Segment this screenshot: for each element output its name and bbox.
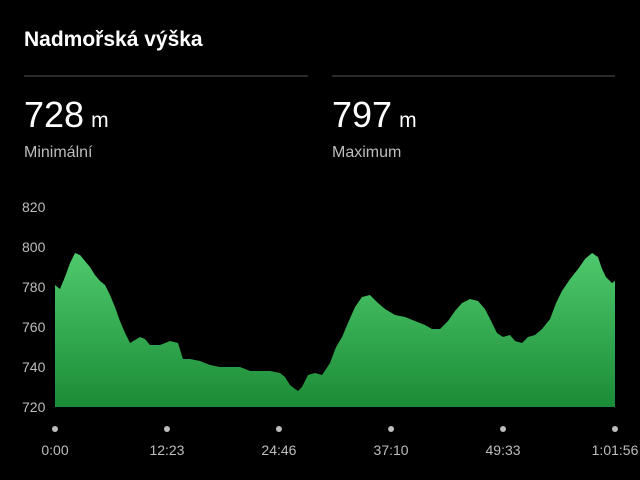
x-tick-label: 1:01:56 [592, 442, 639, 458]
y-tick-label: 720 [22, 399, 46, 415]
y-tick-label: 780 [22, 279, 46, 295]
stat-value: 728 [24, 94, 84, 135]
stat-label: Minimální [24, 144, 93, 161]
x-tick-label: 12:23 [149, 442, 184, 458]
x-tick-label: 0:00 [41, 442, 68, 458]
x-tick-dot [163, 426, 170, 432]
x-tick-dot [612, 426, 618, 432]
y-tick-label: 760 [22, 319, 46, 335]
y-tick-label: 800 [22, 239, 46, 255]
stat-value: 797 [332, 94, 392, 135]
x-tick-label: 37:10 [374, 442, 409, 458]
y-tick-label: 740 [22, 359, 46, 375]
stat-label: Maximum [332, 144, 401, 161]
stat: 728 m [24, 94, 109, 135]
title: Nadmořská výška [24, 28, 203, 51]
x-tick-label: 24:46 [261, 442, 296, 458]
x-tick-dot [500, 426, 507, 432]
x-tick-dot [275, 426, 282, 432]
x-tick-label: 49:33 [486, 442, 521, 458]
elevation-area [55, 253, 615, 407]
stat-unit: m [91, 109, 109, 132]
y-tick-label: 820 [22, 199, 46, 215]
stat: 797 m [332, 94, 417, 135]
x-tick-dot [388, 426, 395, 432]
x-tick-dot [52, 426, 58, 432]
stat-unit: m [399, 109, 417, 132]
